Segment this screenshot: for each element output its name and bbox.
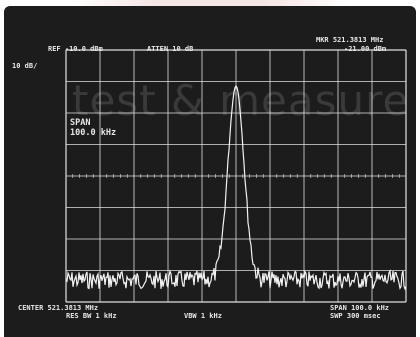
span-readout: SPAN 100.0 kHz xyxy=(330,304,390,312)
scale-readout: 10 dB/ xyxy=(12,62,38,70)
span-label: SPAN xyxy=(70,118,91,128)
vbw-readout: VBW 1 kHz xyxy=(184,312,222,320)
attenuation-readout: ATTEN 10 dB xyxy=(147,45,194,53)
span-value: 100.0 kHz xyxy=(70,128,117,138)
spectrum-display xyxy=(65,49,407,303)
marker-frequency-readout: MKR 521.3813 MHz xyxy=(316,36,384,44)
analyzer-screen: test & measure REF -10.0 dBm ATTEN 10 dB… xyxy=(4,6,416,337)
res-bw-readout: RES BW 1 kHz xyxy=(66,312,117,320)
background-decoration xyxy=(70,0,350,6)
marker-level-readout: -21.00 dBm xyxy=(344,45,387,53)
spectrum-trace xyxy=(65,84,407,291)
sweep-time-readout: SWP 300 msec xyxy=(330,312,381,320)
ref-level-readout: REF -10.0 dBm xyxy=(48,45,103,53)
graticule xyxy=(65,49,407,303)
center-frequency-readout: CENTER 521.3813 MHz xyxy=(18,304,99,312)
